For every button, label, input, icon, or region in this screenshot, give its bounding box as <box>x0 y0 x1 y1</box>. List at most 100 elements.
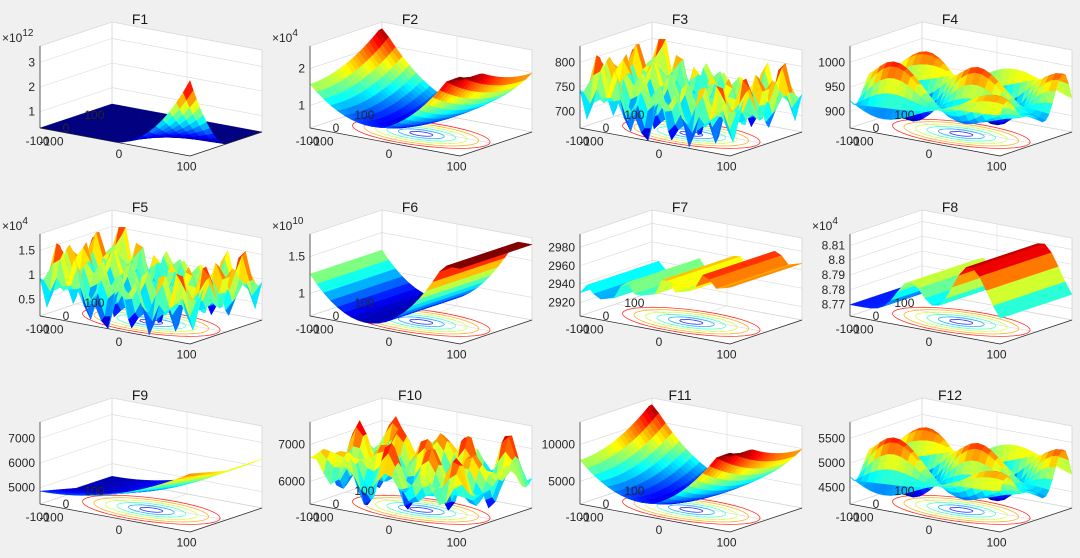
y-tick-label: -100 <box>309 134 333 148</box>
surface <box>849 243 1073 319</box>
axis-lines <box>39 234 263 345</box>
z-tick-label: 6000 <box>8 456 35 470</box>
y-tick-label: 100 <box>986 348 1006 362</box>
y-tick-label: 100 <box>986 536 1006 550</box>
surface <box>39 80 263 145</box>
surface <box>849 51 1073 126</box>
x-tick-label: -100 <box>566 510 590 524</box>
x-tick-label: 0 <box>873 121 880 135</box>
y-tick-label: 0 <box>656 147 663 161</box>
axis-lines <box>309 46 533 157</box>
axis-exponent: ×104 <box>272 28 298 45</box>
axis-exponent: ×1012 <box>2 28 34 45</box>
z-tick-label: 1 <box>28 268 35 282</box>
z-tick-label: 1000 <box>818 55 845 69</box>
y-tick-label: -100 <box>579 510 603 524</box>
surface <box>579 404 803 505</box>
z-tick-label: 1 <box>28 105 35 119</box>
z-tick-label: 5500 <box>818 431 845 445</box>
axis-exponent: ×104 <box>812 216 838 233</box>
x-tick-label: 100 <box>354 484 374 498</box>
z-tick-label: 700 <box>555 105 575 119</box>
axis-lines <box>39 422 263 533</box>
axis-lines <box>579 234 803 345</box>
subplot-title: F6 <box>402 199 419 215</box>
contour-lines <box>622 306 761 337</box>
x-tick-label: 100 <box>894 108 914 122</box>
subplot-title: F9 <box>132 387 149 403</box>
x-tick-label: 0 <box>333 309 340 323</box>
z-tick-label: 800 <box>555 55 575 69</box>
contour-lines <box>892 494 1031 525</box>
z-tick-label: 2 <box>28 80 35 94</box>
x-tick-label: -100 <box>566 134 590 148</box>
y-tick-label: -100 <box>309 322 333 336</box>
x-tick-label: 0 <box>63 121 70 135</box>
x-tick-label: -100 <box>836 322 860 336</box>
y-tick-label: -100 <box>849 510 873 524</box>
axis-lines <box>849 422 1073 533</box>
z-tick-label: 8.78 <box>822 283 846 297</box>
z-tick-label: 10000 <box>542 438 576 452</box>
x-tick-label: 0 <box>873 309 880 323</box>
x-tick-label: -100 <box>26 134 50 148</box>
y-tick-label: 0 <box>656 523 663 537</box>
subplot-title: F4 <box>942 11 959 27</box>
y-tick-label: -100 <box>39 510 63 524</box>
contour-lines <box>82 494 221 525</box>
x-tick-label: -100 <box>26 322 50 336</box>
x-tick-label: -100 <box>566 322 590 336</box>
z-tick-label: 6000 <box>278 474 305 488</box>
z-tick-label: 8.81 <box>822 238 846 252</box>
subplot-f8: F8×1048.778.788.798.88.811000-100-100010… <box>812 199 1074 362</box>
x-tick-label: 0 <box>333 497 340 511</box>
x-tick-label: 0 <box>873 497 880 511</box>
y-tick-label: -100 <box>849 134 873 148</box>
y-tick-label: 100 <box>176 348 196 362</box>
z-tick-label: 5000 <box>548 474 575 488</box>
y-tick-label: 100 <box>176 536 196 550</box>
x-tick-label: -100 <box>296 510 320 524</box>
z-tick-label: 2 <box>298 62 305 76</box>
subplot-title: F12 <box>938 387 962 403</box>
x-tick-label: 0 <box>63 309 70 323</box>
surface <box>39 458 263 496</box>
y-tick-label: -100 <box>309 510 333 524</box>
surface <box>309 241 533 324</box>
x-tick-label: -100 <box>296 134 320 148</box>
y-tick-label: 100 <box>446 348 466 362</box>
x-tick-label: 100 <box>84 108 104 122</box>
axis-lines <box>309 422 533 533</box>
y-tick-label: -100 <box>849 322 873 336</box>
x-tick-label: 100 <box>354 108 374 122</box>
z-tick-label: 1.5 <box>18 243 35 257</box>
x-tick-label: 0 <box>333 121 340 135</box>
z-tick-label: 5000 <box>8 481 35 495</box>
x-tick-label: 0 <box>603 121 610 135</box>
y-tick-label: 0 <box>656 335 663 349</box>
subplot-title: F8 <box>942 199 959 215</box>
y-tick-label: 0 <box>116 147 123 161</box>
z-tick-label: 1 <box>298 98 305 112</box>
x-tick-label: 100 <box>624 108 644 122</box>
z-tick-label: 8.8 <box>828 253 845 267</box>
subplot-title: F7 <box>672 199 689 215</box>
y-tick-label: 0 <box>386 523 393 537</box>
subplot-title: F2 <box>402 11 419 27</box>
y-tick-label: 100 <box>176 160 196 174</box>
axis-lines <box>309 234 533 345</box>
x-tick-label: 100 <box>894 296 914 310</box>
surface <box>309 416 533 511</box>
x-tick-label: 0 <box>603 309 610 323</box>
contour-lines <box>892 306 1031 337</box>
surface <box>579 250 803 300</box>
subplot-title: F1 <box>132 11 149 27</box>
axis-lines <box>39 46 263 157</box>
z-tick-label: 2920 <box>548 296 575 310</box>
y-tick-label: 100 <box>446 536 466 550</box>
